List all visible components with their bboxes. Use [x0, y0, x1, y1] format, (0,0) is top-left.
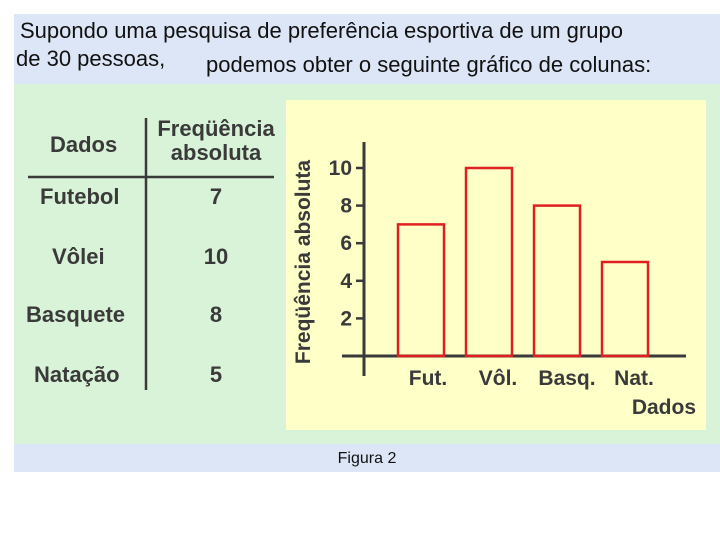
intro-line-1: Supondo uma pesquisa de preferência espo…: [20, 18, 623, 43]
bar: [464, 166, 514, 358]
table-header-freq-2: absoluta: [170, 140, 262, 165]
table-row-value: 7: [209, 184, 223, 209]
caption-strip: Figura 2: [14, 444, 720, 472]
table-row-value: 8: [209, 302, 223, 327]
y-axis-title: Freqüência absoluta: [292, 160, 315, 365]
x-tick-label: Vôl.: [479, 367, 518, 390]
table-row-value: 5: [209, 362, 223, 387]
bar: [532, 204, 582, 358]
table-header-freq-1: Freqüência: [157, 116, 275, 141]
intro-box: [14, 14, 720, 86]
table-row-label: Vôlei: [52, 244, 105, 269]
chart-background: [286, 100, 706, 430]
bar: [396, 223, 446, 358]
table-row-label: Natação: [34, 362, 120, 387]
figure-caption: Figura 2: [337, 450, 397, 467]
x-tick-label: Basq.: [538, 367, 595, 390]
table-row-label: Futebol: [40, 184, 120, 209]
x-axis-title: Dados: [632, 396, 696, 419]
x-tick-label: Nat.: [614, 367, 654, 390]
y-tick-label: 8: [340, 195, 352, 218]
table-row-value: 10: [203, 244, 229, 269]
y-tick-label: 6: [340, 232, 352, 255]
intro-line-2a: de 30 pessoas,: [16, 46, 166, 71]
y-tick-label: 4: [340, 270, 352, 293]
bar: [600, 260, 650, 358]
table-row-label: Basquete: [26, 302, 126, 327]
y-tick-label: 10: [329, 157, 352, 180]
y-tick-label: 2: [340, 307, 352, 330]
intro-line-2b: podemos obter o seguinte gráfico de colu…: [206, 52, 652, 77]
table-header-dados: Dados: [50, 132, 118, 157]
x-tick-label: Fut.: [409, 367, 447, 390]
